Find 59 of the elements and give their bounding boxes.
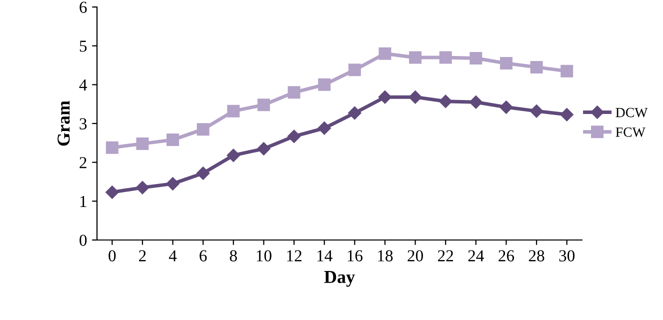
x-tick-label: 24 <box>468 250 484 262</box>
point <box>378 47 392 60</box>
legend-label: FCW <box>616 127 646 137</box>
x-tick-label: 18 <box>378 250 393 262</box>
point <box>470 52 482 65</box>
y-tick-label: 2 <box>80 157 86 168</box>
point <box>439 51 452 64</box>
point <box>378 90 392 104</box>
point <box>530 60 543 74</box>
x-tick-label: 2 <box>139 250 146 262</box>
point <box>348 106 362 120</box>
point <box>530 104 544 118</box>
point <box>106 186 119 199</box>
point <box>166 134 180 146</box>
x-tick-label: 26 <box>498 250 514 262</box>
y-tick-label: 5 <box>80 40 87 52</box>
point <box>560 64 574 78</box>
point <box>409 51 422 64</box>
x-tick-label: 10 <box>256 250 272 262</box>
x-tick-label: 0 <box>108 250 116 262</box>
point <box>500 100 513 114</box>
point <box>288 86 300 99</box>
point <box>196 166 210 180</box>
point <box>318 78 331 91</box>
point <box>166 177 180 190</box>
x-tick-label: 14 <box>317 250 332 262</box>
y-tick-label: 4 <box>79 79 88 90</box>
y-tick-label: 1 <box>80 196 86 207</box>
point <box>439 94 452 108</box>
y-tick-label: 6 <box>80 2 87 13</box>
legend-label: DCW <box>616 108 648 118</box>
point <box>318 122 331 135</box>
point <box>408 90 422 104</box>
point <box>257 98 270 112</box>
x-tick-label: 6 <box>200 250 207 262</box>
point <box>196 123 210 136</box>
x-tick-label: 22 <box>438 250 454 262</box>
point <box>136 137 149 150</box>
point <box>287 130 301 143</box>
x-tick-label: 20 <box>408 250 423 262</box>
point <box>227 104 240 118</box>
x-axis-title: Day <box>324 271 355 287</box>
y-tick-label: 0 <box>80 234 87 246</box>
point <box>136 180 150 194</box>
point <box>560 108 574 122</box>
x-tick-label: 4 <box>168 250 177 262</box>
point <box>469 96 482 109</box>
y-tick-label: 3 <box>80 118 87 130</box>
x-tick-label: 12 <box>287 250 302 262</box>
point <box>500 57 512 70</box>
point <box>348 64 361 76</box>
x-tick-label: 8 <box>230 250 237 262</box>
x-tick-label: 16 <box>348 250 362 262</box>
y-axis-title: Gram <box>58 100 70 146</box>
point <box>106 141 118 154</box>
x-tick-label: 30 <box>559 250 575 262</box>
x-tick-label: 28 <box>528 250 544 262</box>
point <box>226 148 240 162</box>
point <box>257 142 270 156</box>
